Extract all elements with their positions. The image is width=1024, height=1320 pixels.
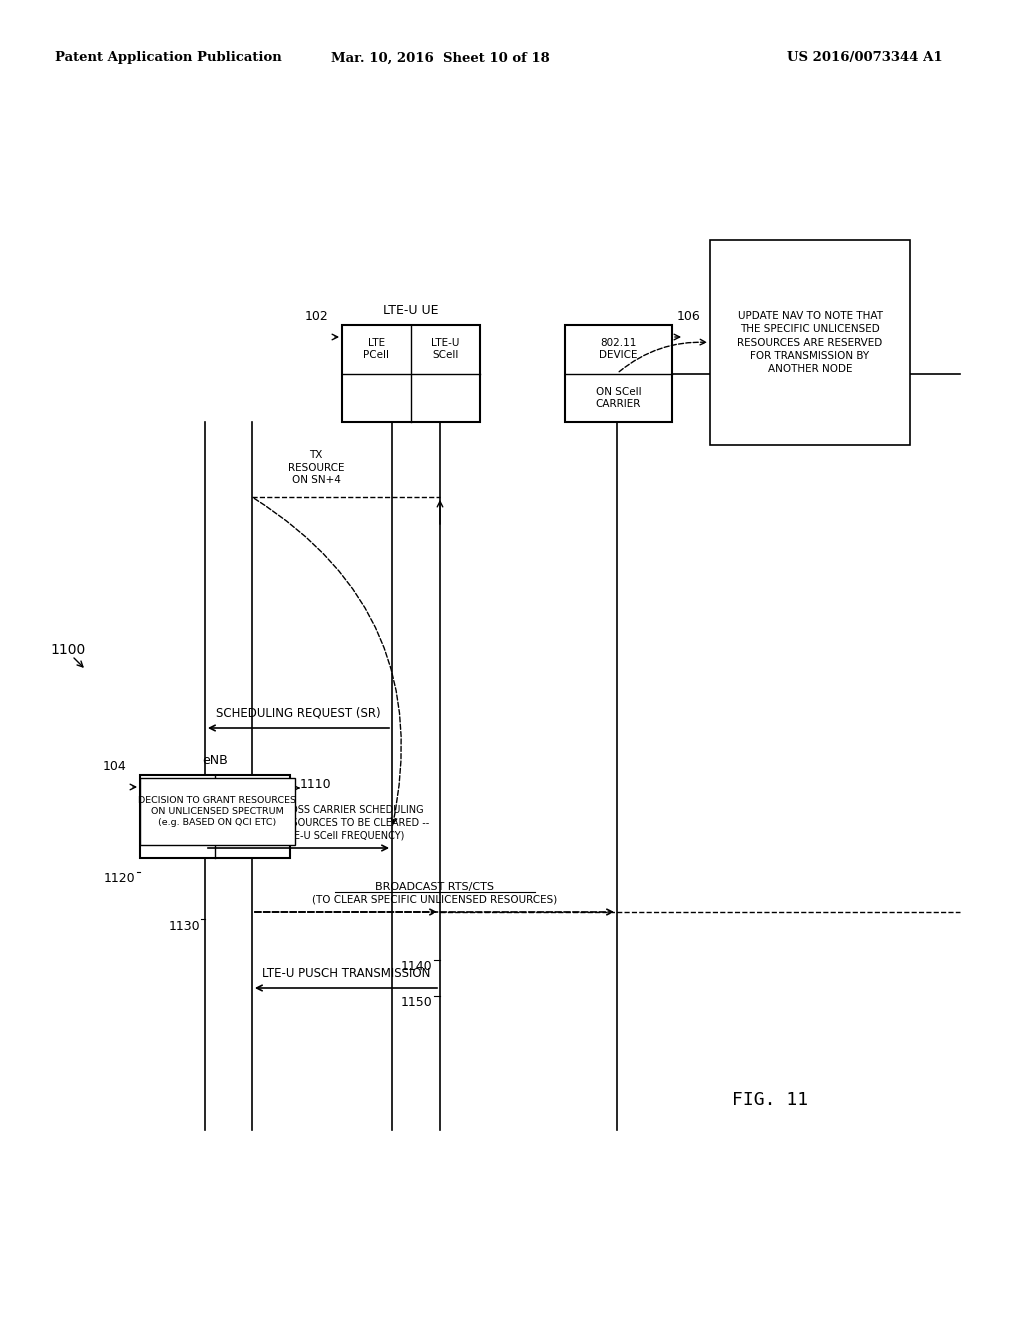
Text: LTE-U
SCell: LTE-U SCell [431,338,460,360]
Text: LTE-U UE: LTE-U UE [383,305,438,318]
Text: Mar. 10, 2016  Sheet 10 of 18: Mar. 10, 2016 Sheet 10 of 18 [331,51,549,65]
Text: eNB: eNB [202,755,228,767]
Text: LTE
PCell: LTE PCell [165,784,190,807]
Text: TX
RESOURCE
ON SN+4: TX RESOURCE ON SN+4 [288,450,344,484]
Bar [140,777,295,845]
Text: 104: 104 [102,760,126,774]
Text: DECISION TO GRANT RESOURCES
ON UNLICENSED SPECTRUM
(e.g. BASED ON QCI ETC): DECISION TO GRANT RESOURCES ON UNLICENSE… [138,796,297,828]
Text: LTE
PCell: LTE PCell [364,338,389,360]
Text: Patent Application Publication: Patent Application Publication [55,51,282,65]
Text: SCHEDULING REQUEST (SR): SCHEDULING REQUEST (SR) [216,708,381,719]
Text: 1140: 1140 [400,961,432,974]
Text: ON SCell
CARRIER: ON SCell CARRIER [596,387,641,409]
Bar [140,775,290,858]
Text: 802.11
DEVICE: 802.11 DEVICE [599,338,638,360]
Text: BROADCAST RTS/CTS: BROADCAST RTS/CTS [375,882,494,892]
Bar [710,240,910,445]
Bar [342,325,480,422]
Text: 1100: 1100 [50,643,86,657]
Text: LTE-U PUSCH TRANSMISSION: LTE-U PUSCH TRANSMISSION [262,968,430,979]
Text: 106: 106 [677,310,700,323]
Text: 1120: 1120 [103,871,135,884]
Bar [565,325,672,422]
Text: LTE-U
SCell: LTE-U SCell [239,784,266,807]
Text: UPDATE NAV TO NOTE THAT
THE SPECIFIC UNLICENSED
RESOURCES ARE RESERVED
FOR TRANS: UPDATE NAV TO NOTE THAT THE SPECIFIC UNL… [737,312,883,374]
Text: 1130: 1130 [168,920,200,932]
Text: US 2016/0073344 A1: US 2016/0073344 A1 [787,51,943,65]
Text: 1110: 1110 [300,777,332,791]
Text: 1150: 1150 [400,997,432,1010]
Text: PDCCH GRANT WITH CROSS CARRIER SCHEDULING
(i.e. POINTING TO THE RESOURCES TO BE : PDCCH GRANT WITH CROSS CARRIER SCHEDULIN… [167,805,430,840]
Text: (TO CLEAR SPECIFIC UNLICENSED RESOURCES): (TO CLEAR SPECIFIC UNLICENSED RESOURCES) [312,894,557,904]
Text: 102: 102 [304,310,328,323]
Text: FIG. 11: FIG. 11 [732,1092,808,1109]
